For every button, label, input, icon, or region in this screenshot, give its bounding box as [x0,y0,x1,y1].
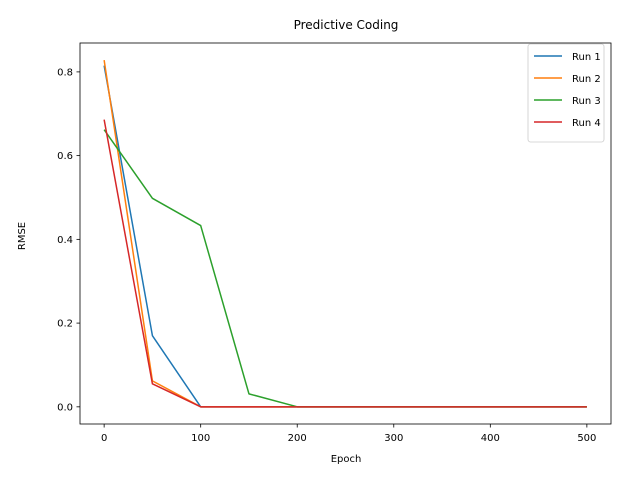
legend-label: Run 4 [572,118,601,129]
y-tick-label: 0.0 [57,402,73,413]
x-tick-label: 400 [481,433,500,444]
x-tick-label: 100 [191,433,210,444]
y-tick-label: 0.6 [57,151,73,162]
legend-label: Run 3 [572,96,601,107]
x-tick-label: 200 [288,433,307,444]
x-axis-label: Epoch [331,454,362,465]
chart-title: Predictive Coding [294,18,399,32]
x-axis: 0 100 200 300 400 500 [101,424,596,444]
y-axis-label: RMSE [17,222,28,250]
y-tick-label: 0.8 [57,67,73,78]
x-tick-label: 0 [101,433,107,444]
y-tick-label: 0.2 [57,319,73,330]
legend-label: Run 2 [572,74,601,85]
x-tick-label: 300 [384,433,403,444]
y-tick-label: 0.4 [57,235,73,246]
legend-box [527,43,605,143]
series-layer [103,60,587,408]
legend: Run 1 Run 2 Run 3 Run 4 [527,43,605,143]
y-axis: 0.0 0.2 0.4 0.6 0.8 [57,67,80,413]
legend-label: Run 1 [572,52,601,63]
x-tick-label: 500 [577,433,596,444]
series-line-run-4 [103,119,587,408]
